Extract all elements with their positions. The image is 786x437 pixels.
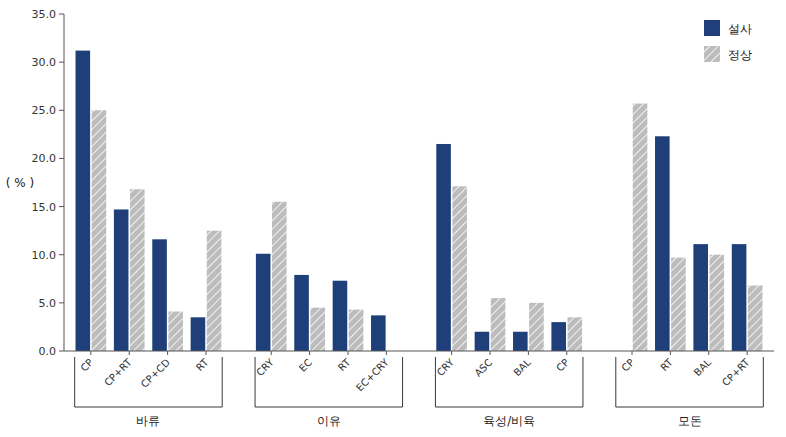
x-tick-label: RT <box>194 356 211 373</box>
y-axis-line <box>64 14 65 351</box>
bar <box>152 239 167 351</box>
x-tick <box>206 351 207 355</box>
x-tick-label: CRY <box>254 356 276 378</box>
chart: 0.0 5.0 10.0 15.0 20.0 25.0 30.0 35.0 ( % ) CP CP+… <box>0 0 786 437</box>
legend-label: 정상 <box>728 48 752 62</box>
x-tick <box>632 351 633 355</box>
bar <box>333 281 348 351</box>
x-tick <box>566 351 567 355</box>
y-tick-label: 20.0 <box>32 152 57 165</box>
x-tick-label: CRY <box>435 356 457 378</box>
x-tick <box>747 351 748 355</box>
bar <box>371 315 386 351</box>
y-tick-label: 25.0 <box>32 104 57 117</box>
bar <box>710 255 725 351</box>
x-tick-label: CP+CD <box>139 356 172 389</box>
bar <box>349 310 364 351</box>
bar <box>92 110 107 351</box>
bar <box>294 275 309 351</box>
x-tick <box>271 351 272 355</box>
x-axis-line <box>64 351 774 352</box>
group-label: 육성/비육 <box>483 414 535 428</box>
y-tick-label: 35.0 <box>32 8 57 21</box>
bar <box>475 332 490 351</box>
x-tick <box>670 351 671 355</box>
bar <box>551 322 566 351</box>
bar <box>568 317 583 351</box>
y-tick <box>59 158 64 159</box>
bar <box>310 308 325 351</box>
y-tick <box>59 14 64 15</box>
bar <box>671 258 686 351</box>
x-tick <box>309 351 310 355</box>
bar <box>256 254 271 351</box>
bar <box>272 202 287 351</box>
group-bracket <box>616 357 764 407</box>
y-tick-label: 0.0 <box>39 345 57 358</box>
bar <box>168 312 183 351</box>
x-tick <box>528 351 529 355</box>
bar <box>633 104 648 351</box>
x-tick-label: RT <box>658 356 675 373</box>
bar <box>452 186 467 351</box>
x-tick <box>386 351 387 355</box>
x-tick <box>490 351 491 355</box>
y-tick <box>59 302 64 303</box>
group-bracket <box>255 357 403 407</box>
legend-swatch <box>704 46 720 62</box>
x-tick-label: CP <box>554 357 571 374</box>
x-tick-label: CP+RT <box>720 356 752 388</box>
bar <box>76 51 91 351</box>
bar <box>732 244 747 351</box>
y-tick <box>59 254 64 255</box>
bar <box>130 189 145 351</box>
x-tick <box>90 351 91 355</box>
x-tick-label: ASC <box>472 357 494 379</box>
x-tick-label: BAL <box>511 356 533 378</box>
bar <box>191 317 206 351</box>
x-tick <box>167 351 168 355</box>
bar <box>748 286 763 351</box>
y-tick-label: 30.0 <box>32 56 57 69</box>
x-tick-label: BAL <box>692 356 714 378</box>
x-tick <box>451 351 452 355</box>
y-tick <box>59 62 64 63</box>
x-tick <box>708 351 709 355</box>
group-label: 바류 <box>136 414 160 428</box>
bar <box>655 136 670 351</box>
x-tick-label: EC <box>297 357 314 374</box>
group-label: 이유 <box>317 414 341 428</box>
bar <box>114 209 129 351</box>
y-tick <box>59 206 64 207</box>
x-tick-label: CP+RT <box>102 356 134 388</box>
x-tick-label: RT <box>336 356 353 373</box>
x-tick-label: CP <box>78 357 95 374</box>
y-tick-label: 5.0 <box>39 297 57 310</box>
x-tick <box>348 351 349 355</box>
y-axis-label: ( % ) <box>6 176 34 190</box>
y-tick-label: 15.0 <box>32 201 57 214</box>
x-axis: CPCP+RTCP+CDRT바류CRYECRTEC+CRY이유CRYASCBAL… <box>64 351 774 428</box>
group-label: 모돈 <box>678 414 702 428</box>
legend-swatch <box>704 20 720 36</box>
legend-label: 설사 <box>728 22 752 36</box>
x-tick-label: EC+CRY <box>354 356 391 393</box>
y-tick <box>59 110 64 111</box>
bar <box>491 298 506 351</box>
y-axis: 0.0 5.0 10.0 15.0 20.0 25.0 30.0 35.0 <box>32 8 65 358</box>
x-tick-label: CP <box>619 357 636 374</box>
bar <box>207 231 222 351</box>
bars <box>76 51 763 351</box>
legend: 설사정상 <box>704 20 752 62</box>
y-tick <box>59 351 64 352</box>
bar <box>513 332 528 351</box>
x-tick <box>129 351 130 355</box>
y-tick-label: 10.0 <box>32 249 57 262</box>
group-bracket <box>435 357 583 407</box>
bar <box>436 144 451 351</box>
bar <box>693 244 708 351</box>
group-bracket <box>75 357 223 407</box>
bar <box>529 303 544 351</box>
